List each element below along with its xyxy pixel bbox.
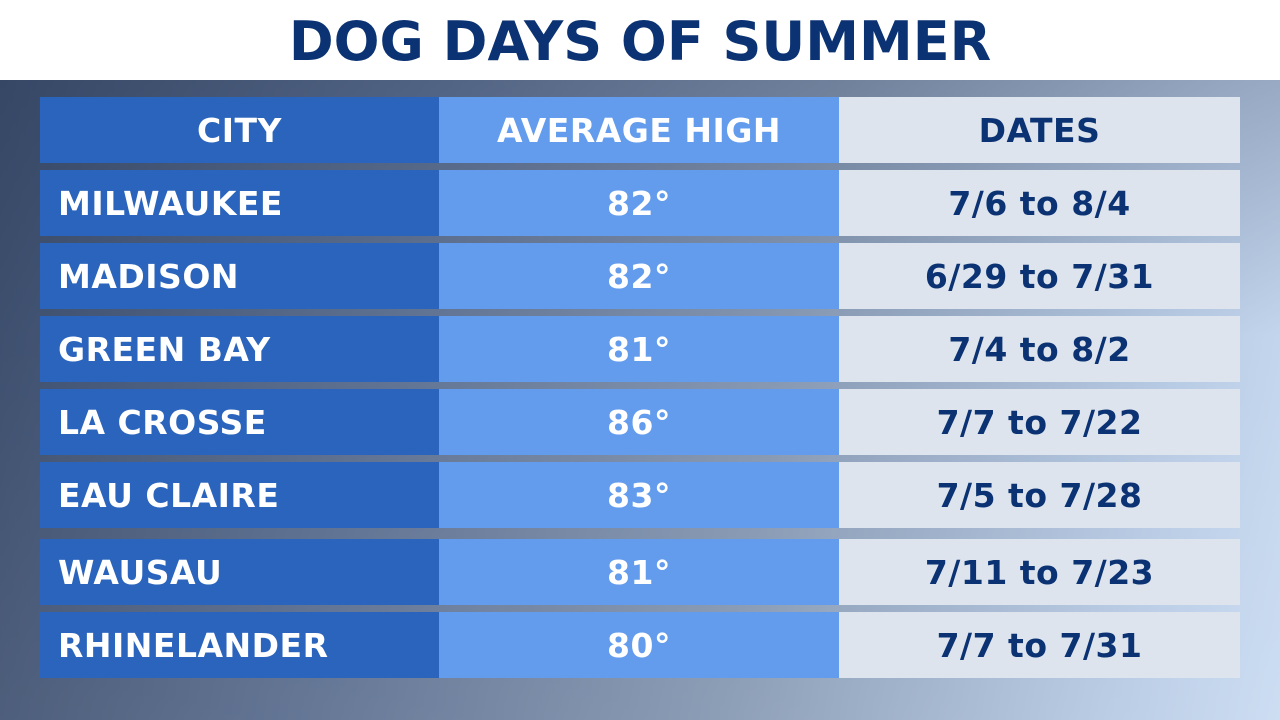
average-high-cell: 82°	[439, 170, 839, 236]
city-cell: MILWAUKEE	[40, 170, 439, 236]
header-average-high: AVERAGE HIGH	[439, 97, 839, 163]
table-row: RHINELANDER 80° 7/7 to 7/31	[40, 612, 1240, 678]
average-high-cell: 86°	[439, 389, 839, 455]
city-cell: WAUSAU	[40, 539, 439, 605]
table-header-row: CITY AVERAGE HIGH DATES	[40, 97, 1240, 163]
table-row: GREEN BAY 81° 7/4 to 8/2	[40, 316, 1240, 382]
city-cell: GREEN BAY	[40, 316, 439, 382]
dates-cell: 7/5 to 7/28	[839, 462, 1240, 528]
average-high-cell: 80°	[439, 612, 839, 678]
dates-cell: 7/6 to 8/4	[839, 170, 1240, 236]
city-cell: RHINELANDER	[40, 612, 439, 678]
table-row: MILWAUKEE 82° 7/6 to 8/4	[40, 170, 1240, 236]
table-row: EAU CLAIRE 83° 7/5 to 7/28	[40, 462, 1240, 528]
header-dates: DATES	[839, 97, 1240, 163]
average-high-cell: 81°	[439, 316, 839, 382]
dates-cell: 6/29 to 7/31	[839, 243, 1240, 309]
table-row: LA CROSSE 86° 7/7 to 7/22	[40, 389, 1240, 455]
city-cell: LA CROSSE	[40, 389, 439, 455]
city-cell: EAU CLAIRE	[40, 462, 439, 528]
header-city: CITY	[40, 97, 439, 163]
city-cell: MADISON	[40, 243, 439, 309]
table-row: WAUSAU 81° 7/11 to 7/23	[40, 539, 1240, 605]
graphic-title: DOG DAYS OF SUMMER	[288, 10, 992, 73]
dates-cell: 7/7 to 7/31	[839, 612, 1240, 678]
average-high-cell: 82°	[439, 243, 839, 309]
average-high-cell: 83°	[439, 462, 839, 528]
dates-cell: 7/4 to 8/2	[839, 316, 1240, 382]
dates-cell: 7/11 to 7/23	[839, 539, 1240, 605]
average-high-cell: 81°	[439, 539, 839, 605]
table-row: MADISON 82° 6/29 to 7/31	[40, 243, 1240, 309]
dates-cell: 7/7 to 7/22	[839, 389, 1240, 455]
